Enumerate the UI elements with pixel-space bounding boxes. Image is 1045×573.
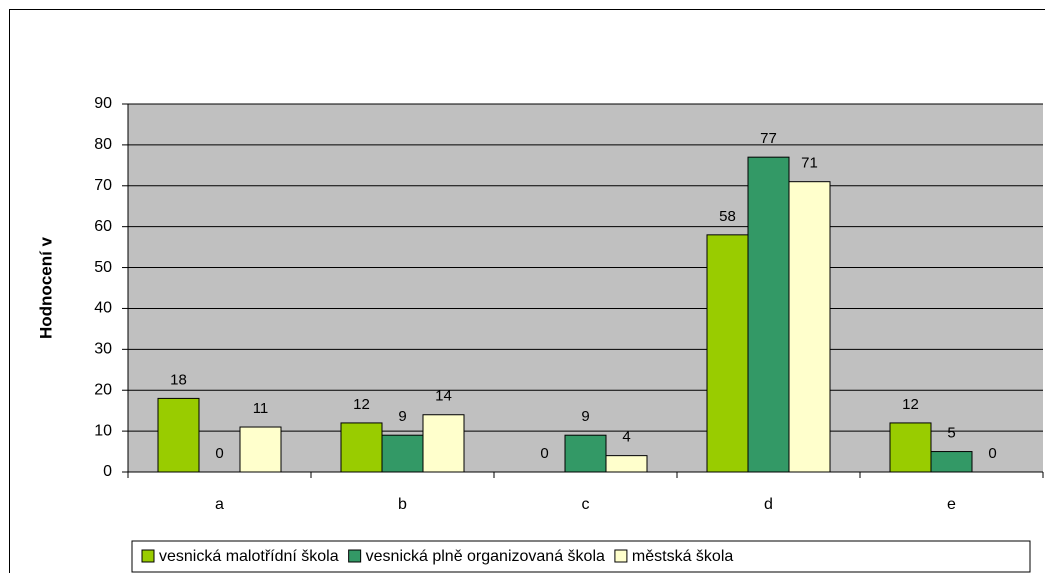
bar — [157, 397, 200, 473]
value-label: 77 — [760, 130, 777, 147]
y-tick-label: 70 — [94, 177, 112, 194]
legend-box — [131, 540, 1031, 573]
y-tick-label: 30 — [94, 341, 112, 358]
bar — [564, 434, 607, 473]
bar — [706, 234, 749, 473]
bar — [340, 422, 383, 473]
bar — [422, 414, 465, 473]
x-tick-label: d — [764, 496, 773, 513]
value-label: 12 — [353, 396, 370, 413]
value-label: 14 — [435, 388, 452, 405]
bar — [747, 156, 790, 473]
y-tick-label: 50 — [94, 259, 112, 276]
value-label: 18 — [170, 371, 187, 388]
value-label: 0 — [540, 445, 548, 462]
value-label: 9 — [398, 408, 406, 425]
y-tick-label: 20 — [94, 381, 112, 398]
y-tick-label: 80 — [94, 136, 112, 153]
value-label: 0 — [988, 445, 996, 462]
x-tick-label: e — [947, 496, 956, 513]
value-label: 5 — [947, 425, 955, 442]
legend-label: vesnická plně organizovaná škola — [366, 548, 605, 565]
y-tick-label: 10 — [94, 422, 112, 439]
bar — [930, 451, 973, 473]
legend-label: vesnická malotřídní škola — [159, 548, 339, 565]
bar — [381, 434, 424, 473]
value-label: 58 — [719, 208, 736, 225]
y-tick-label: 90 — [94, 95, 112, 112]
y-tick-label: 60 — [94, 218, 112, 235]
bar — [239, 426, 282, 473]
legend-swatch — [348, 549, 362, 563]
value-label: 4 — [622, 429, 630, 446]
y-tick-label: 0 — [103, 463, 112, 480]
plot-area — [128, 104, 1043, 472]
x-tick-label: c — [582, 496, 590, 513]
legend-swatch — [614, 549, 628, 563]
y-axis-label: Hodnocení v — [36, 236, 55, 339]
legend-swatch — [141, 549, 155, 563]
value-label: 71 — [801, 155, 818, 172]
x-tick-label: b — [398, 496, 407, 513]
y-tick-label: 40 — [94, 300, 112, 317]
bar — [889, 422, 932, 473]
bar — [605, 455, 648, 473]
value-label: 11 — [253, 400, 269, 417]
x-tick-label: a — [215, 496, 224, 513]
value-label: 0 — [215, 445, 223, 462]
value-label: 12 — [902, 396, 919, 413]
bar — [788, 181, 831, 473]
value-label: 9 — [581, 408, 589, 425]
legend-label: městská škola — [632, 548, 733, 565]
